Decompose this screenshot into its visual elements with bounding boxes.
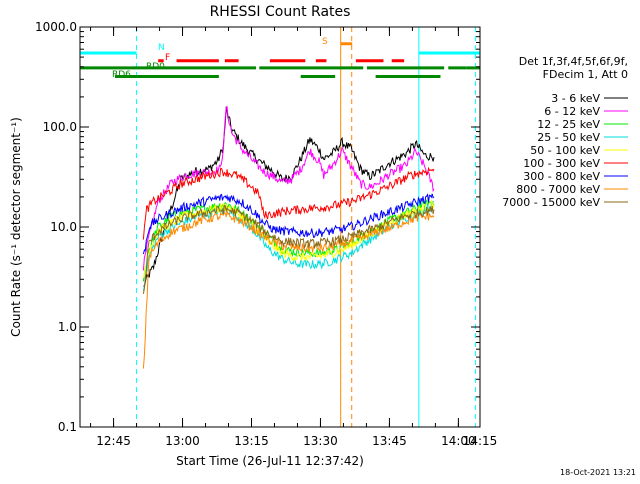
legend-entry-label: 50 - 100 keV [530,144,600,157]
series-line [142,105,435,271]
x-tick-label: 13:45 [372,434,407,448]
series-lines [142,105,435,369]
legend-header: FDecim 1, Att 0 [543,68,628,81]
legend-entry-label: 25 - 50 keV [537,131,600,144]
axes: 0.1 1.0 10.0 100.0 1000.0 12:45 13:00 13:15 13:3… [35,20,497,448]
y-tick-label: 0.1 [58,420,77,434]
footer-timestamp: 18-Oct-2021 13:21 [560,468,636,477]
y-tick-label: 1000.0 [35,20,77,34]
y-tick-label: 10.0 [50,220,77,234]
flag-label: F [165,53,170,63]
x-tick-label: 13:30 [303,434,338,448]
x-tick-label: 13:00 [165,434,200,448]
legend-entry-label: 6 - 12 keV [544,105,600,118]
legend-entry-label: 12 - 25 keV [537,118,600,131]
flag-label: S [322,37,328,47]
x-tick-label: 14:00 [441,434,476,448]
status-flags: NF S RD0 RD6 [80,37,480,80]
y-tick-label: 100.0 [43,120,77,134]
legend-entry-label: 7000 - 15000 keV [502,196,600,209]
y-axis-label: Count Rate (s⁻¹ detector segment⁻¹) [9,117,23,337]
legend: Det 1f,3f,4f,5f,6f,9f,FDecim 1, Att 0 3 -… [502,55,628,209]
series-line [142,193,435,255]
x-tick-label: 12:45 [96,434,131,448]
time-markers [79,27,476,427]
series-line [143,106,435,288]
x-tick-label: 13:15 [234,434,269,448]
flag-label: RD6 [112,70,131,80]
flag-label: RD0 [146,62,165,72]
legend-entry-label: 3 - 6 keV [551,92,600,105]
flag-label: N [158,43,165,53]
series-line [142,204,435,294]
legend-entry-label: 300 - 800 keV [523,170,600,183]
series-line [142,210,435,369]
legend-header: Det 1f,3f,4f,5f,6f,9f, [519,55,628,68]
series-line [142,166,435,240]
legend-entry-label: 800 - 7000 keV [516,183,600,196]
x-axis-label: Start Time (26-Jul-11 12:37:42) [176,454,364,468]
legend-entry-label: 100 - 300 keV [523,157,600,170]
y-tick-label: 1.0 [58,320,77,334]
chart-title: RHESSI Count Rates [210,4,351,20]
x-tick-label: 14:15 [463,434,498,448]
